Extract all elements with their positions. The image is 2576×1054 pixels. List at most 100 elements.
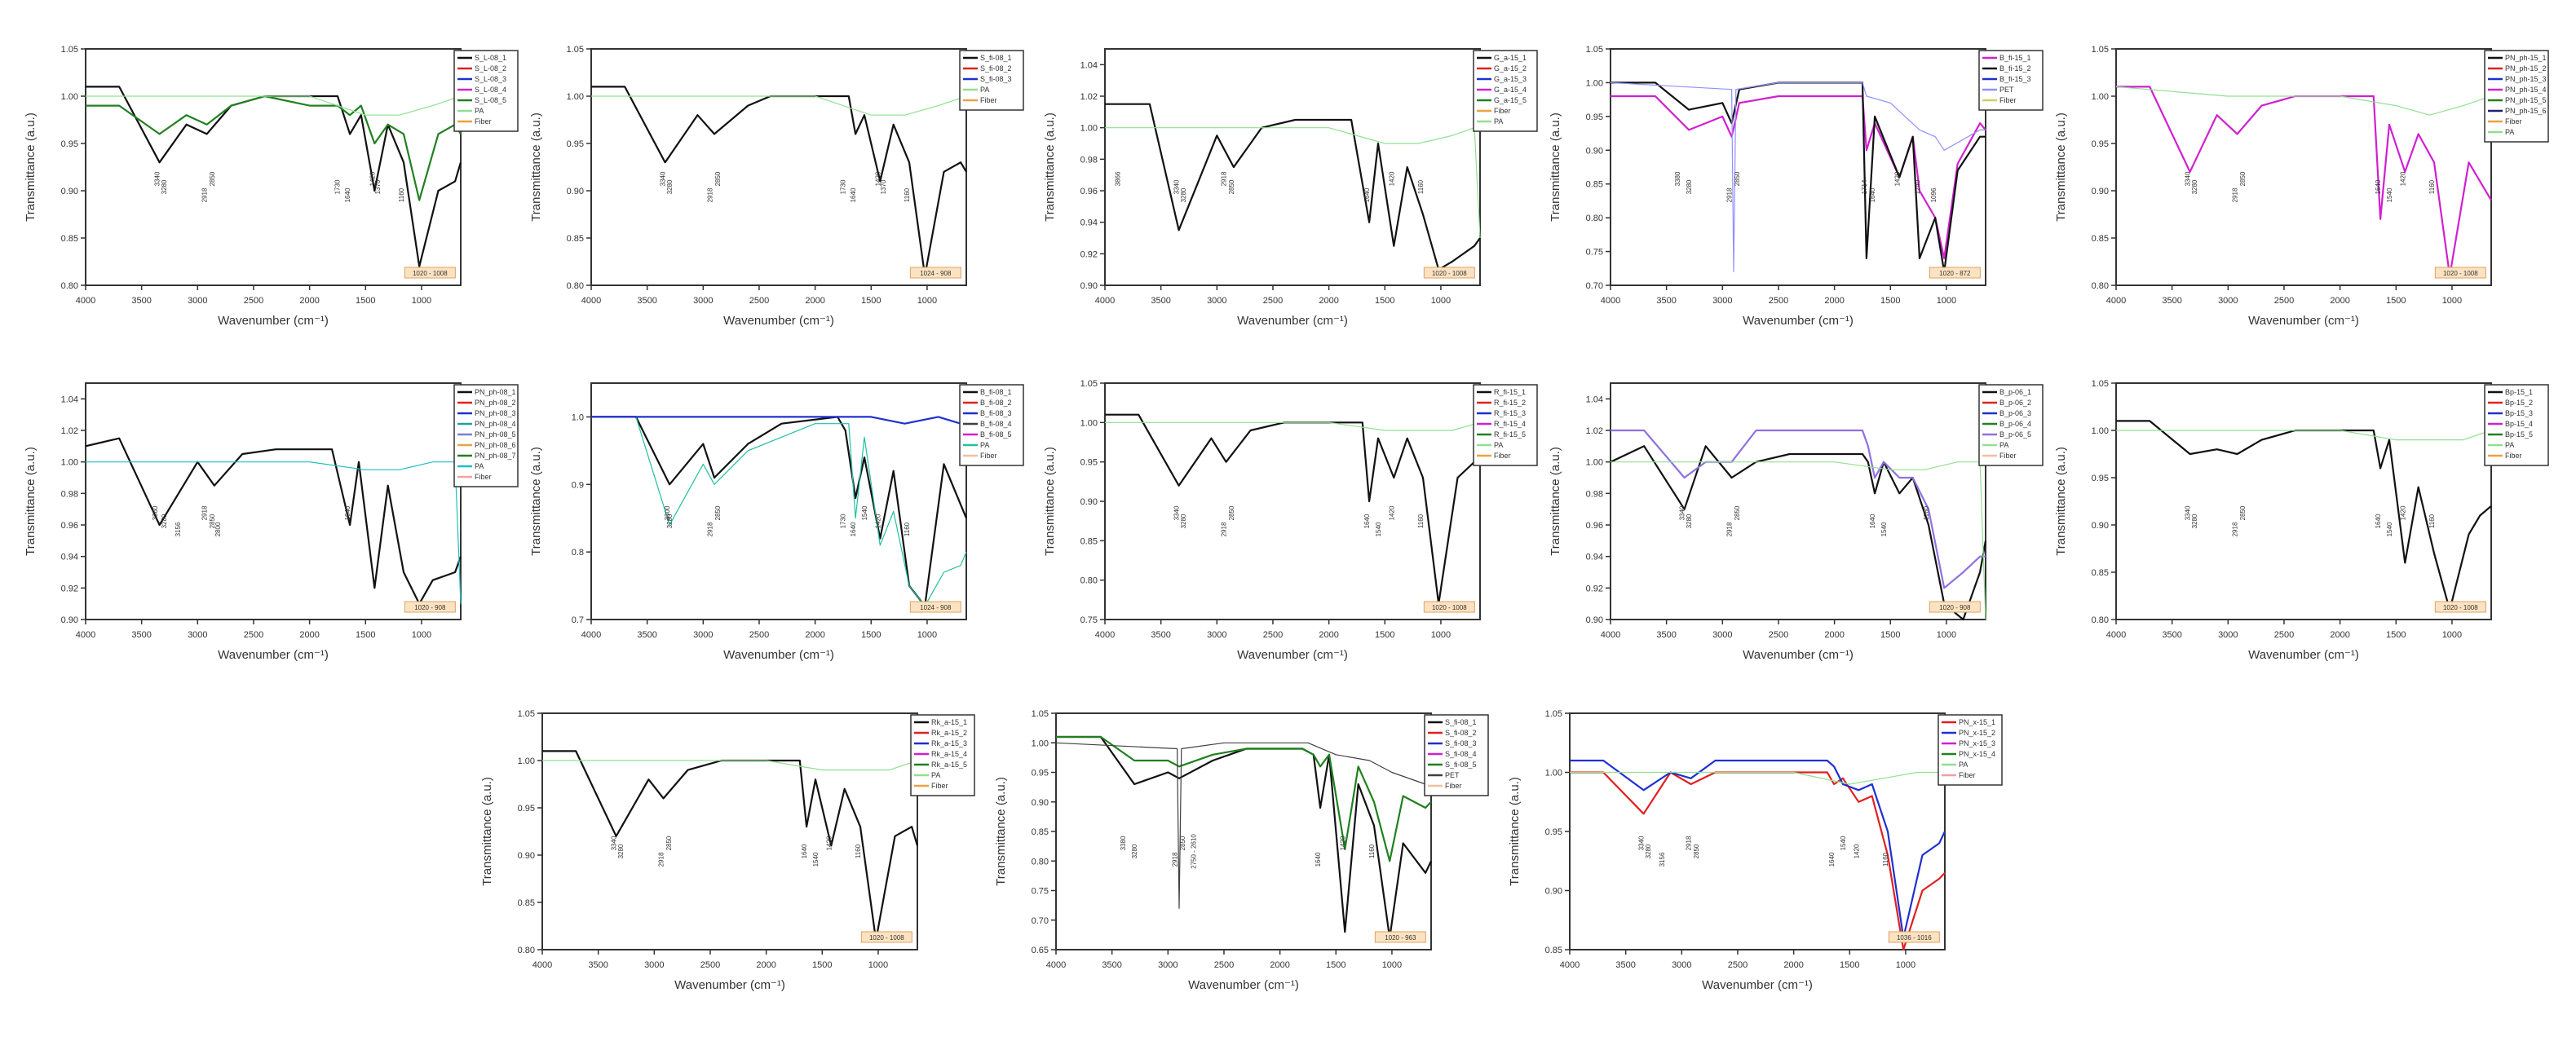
peak-label: 1640	[1869, 514, 1876, 528]
legend-entry: S_fi-08_5	[1445, 761, 1477, 769]
peak-label: 3280	[1686, 514, 1693, 528]
legend-entry: Fiber	[2505, 117, 2522, 126]
x-axis-label: Wavenumber (cm⁻¹)	[2248, 314, 2359, 328]
svg-text:1036 - 1016: 1036 - 1016	[1897, 934, 1932, 942]
y-tick-label: 1.00	[567, 92, 584, 102]
legend-entry: Fiber	[2505, 452, 2522, 460]
peak-label: 3280	[617, 844, 625, 858]
x-tick-label: 3000	[1712, 296, 1732, 306]
x-tick-label: 3500	[1656, 630, 1676, 640]
y-tick-label: 0.85	[518, 898, 535, 908]
legend-entry: PN_ph-15_3	[2505, 75, 2547, 83]
y-tick-label: 1.00	[518, 756, 535, 766]
legend-entry: Fiber	[1494, 107, 1511, 115]
peak-range-box: 1020 - 1008	[2434, 267, 2486, 279]
series-line	[86, 95, 462, 201]
y-tick-label: 1.05	[1032, 709, 1049, 719]
x-tick-label: 2000	[1783, 960, 1803, 970]
x-tick-label: 3500	[2162, 296, 2181, 306]
legend-entry: Fiber	[475, 473, 492, 481]
legend-entry: B_p-06_5	[1999, 430, 2031, 439]
legend-entry: S_L-08_5	[475, 96, 506, 104]
legend-entry: Fiber	[475, 117, 492, 126]
y-tick-label: 0.80	[1032, 857, 1049, 867]
svg-text:1020 - 1008: 1020 - 1008	[2443, 604, 2478, 611]
ftir-chart-r3c1: 4000 3500 3000 2500 2000 1500 1000 0.80 0.85 0.90…	[473, 697, 975, 1007]
svg-text:1020 - 1008: 1020 - 1008	[1432, 270, 1467, 277]
legend-entry: PN_ph-15_4	[2505, 86, 2547, 94]
x-axis-label: Wavenumber (cm⁻¹)	[723, 648, 834, 662]
x-tick-label: 1500	[1375, 630, 1394, 640]
peak-label: 3280	[1645, 844, 1652, 858]
series-line	[542, 760, 918, 771]
series-line	[1105, 421, 1481, 431]
peak-label: 2850	[665, 836, 673, 850]
series-line	[1610, 82, 1986, 272]
legend: B_p-06_1 B_p-06_2 B_p-06_3 B_p-06_4 B_p-06_5…	[1978, 384, 2044, 466]
plot-area	[1610, 48, 1986, 286]
legend-entry: S_fi-08_2	[980, 64, 1012, 73]
y-tick-label: 1.00	[2092, 92, 2109, 102]
peak-label: 1540	[861, 505, 868, 520]
y-tick-label: 0.85	[1032, 827, 1049, 837]
svg-text:1020 - 1008: 1020 - 1008	[413, 270, 448, 277]
x-tick-label: 1500	[812, 960, 832, 970]
y-tick-label: 0.85	[61, 234, 78, 244]
peak-range-box: 1020 - 1008	[1423, 601, 1475, 613]
legend: S_fi-08_1 S_fi-08_2 S_fi-08_3 S_fi-08_4 S_fi…	[1424, 714, 1489, 796]
legend-entry: B_fi-15_1	[1999, 54, 2031, 62]
y-axis-label: Transmittance (a.u.)	[994, 777, 1008, 886]
peak-label: 3340	[611, 836, 618, 850]
x-tick-label: 2000	[1824, 296, 1844, 306]
x-tick-label: 2000	[1319, 630, 1338, 640]
x-tick-label: 1500	[1840, 960, 1859, 970]
ftir-chart-r3c3: 4000 3500 3000 2500 2000 1500 1000 0.85 0.90 0.95…	[1500, 697, 2003, 1007]
legend-entry: PN_ph-15_5	[2505, 96, 2547, 104]
peak-label: 1540	[2386, 522, 2393, 536]
plot-area	[85, 382, 462, 620]
y-tick-label: 0.90	[1586, 615, 1603, 625]
peak-range-box: 1020 - 1008	[860, 931, 912, 943]
y-tick-label: 0.90	[61, 615, 78, 625]
x-tick-label: 3500	[588, 960, 608, 970]
peak-label: 3280	[666, 514, 674, 528]
legend-entry: Fiber	[1959, 771, 1976, 779]
peak-label: 1160	[904, 522, 911, 536]
x-tick-label: 3500	[1102, 960, 1121, 970]
plot-area	[1610, 382, 1986, 620]
peak-label: 1160	[1417, 514, 1425, 528]
series-line	[591, 416, 968, 607]
peak-label: 2800	[214, 522, 222, 536]
peak-label: 1420	[1853, 844, 1860, 858]
peak-range-box: 1024 - 908	[909, 601, 961, 613]
x-tick-label: 2500	[1769, 296, 1788, 306]
peak-label: 3340	[154, 171, 161, 186]
x-tick-label: 3500	[1615, 960, 1635, 970]
legend: Rk_a-15_1 Rk_a-15_2 Rk_a-15_3 Rk_a-15_4 Rk_a…	[910, 714, 975, 796]
peak-label: 3156	[1659, 852, 1666, 867]
y-tick-label: 0.90	[567, 187, 584, 196]
peak-label: 1640	[1363, 514, 1371, 528]
plot-area	[541, 712, 918, 950]
peak-label: 1730	[840, 514, 847, 528]
peak-label: 1640	[1869, 187, 1876, 202]
x-tick-label: 2500	[2274, 296, 2294, 306]
legend-entry: B_fi-08_4	[980, 420, 1012, 428]
ftir-chart-r2c3: 4000 3500 3000 2500 2000 1500 1000 0.75 0.80 0.85…	[1036, 367, 1538, 677]
peak-label: 2750 - 2610	[1191, 834, 1198, 869]
peak-label: 2850	[714, 171, 722, 186]
plot-area	[1104, 48, 1481, 286]
y-axis-label: Transmittance (a.u.)	[1549, 112, 1562, 222]
svg-text:1024 - 908: 1024 - 908	[920, 604, 952, 611]
y-tick-label: 1.02	[61, 426, 78, 436]
series-line	[591, 86, 967, 277]
y-tick-label: 0.9	[572, 480, 584, 490]
y-tick-label: 0.80	[2092, 615, 2109, 625]
legend: B_fi-08_1 B_fi-08_2 B_fi-08_3 B_fi-08_4 B_fi…	[959, 384, 1024, 466]
x-tick-label: 3500	[131, 630, 151, 640]
ftir-chart-r2c5: 4000 3500 3000 2500 2000 1500 1000 0.80 0.85 0.90…	[2047, 367, 2549, 677]
y-tick-label: 0.95	[2092, 474, 2109, 483]
legend-entry: S_fi-08_3	[980, 75, 1012, 83]
legend-entry: PN_x-15_3	[1959, 739, 1995, 748]
series-line	[86, 86, 462, 267]
